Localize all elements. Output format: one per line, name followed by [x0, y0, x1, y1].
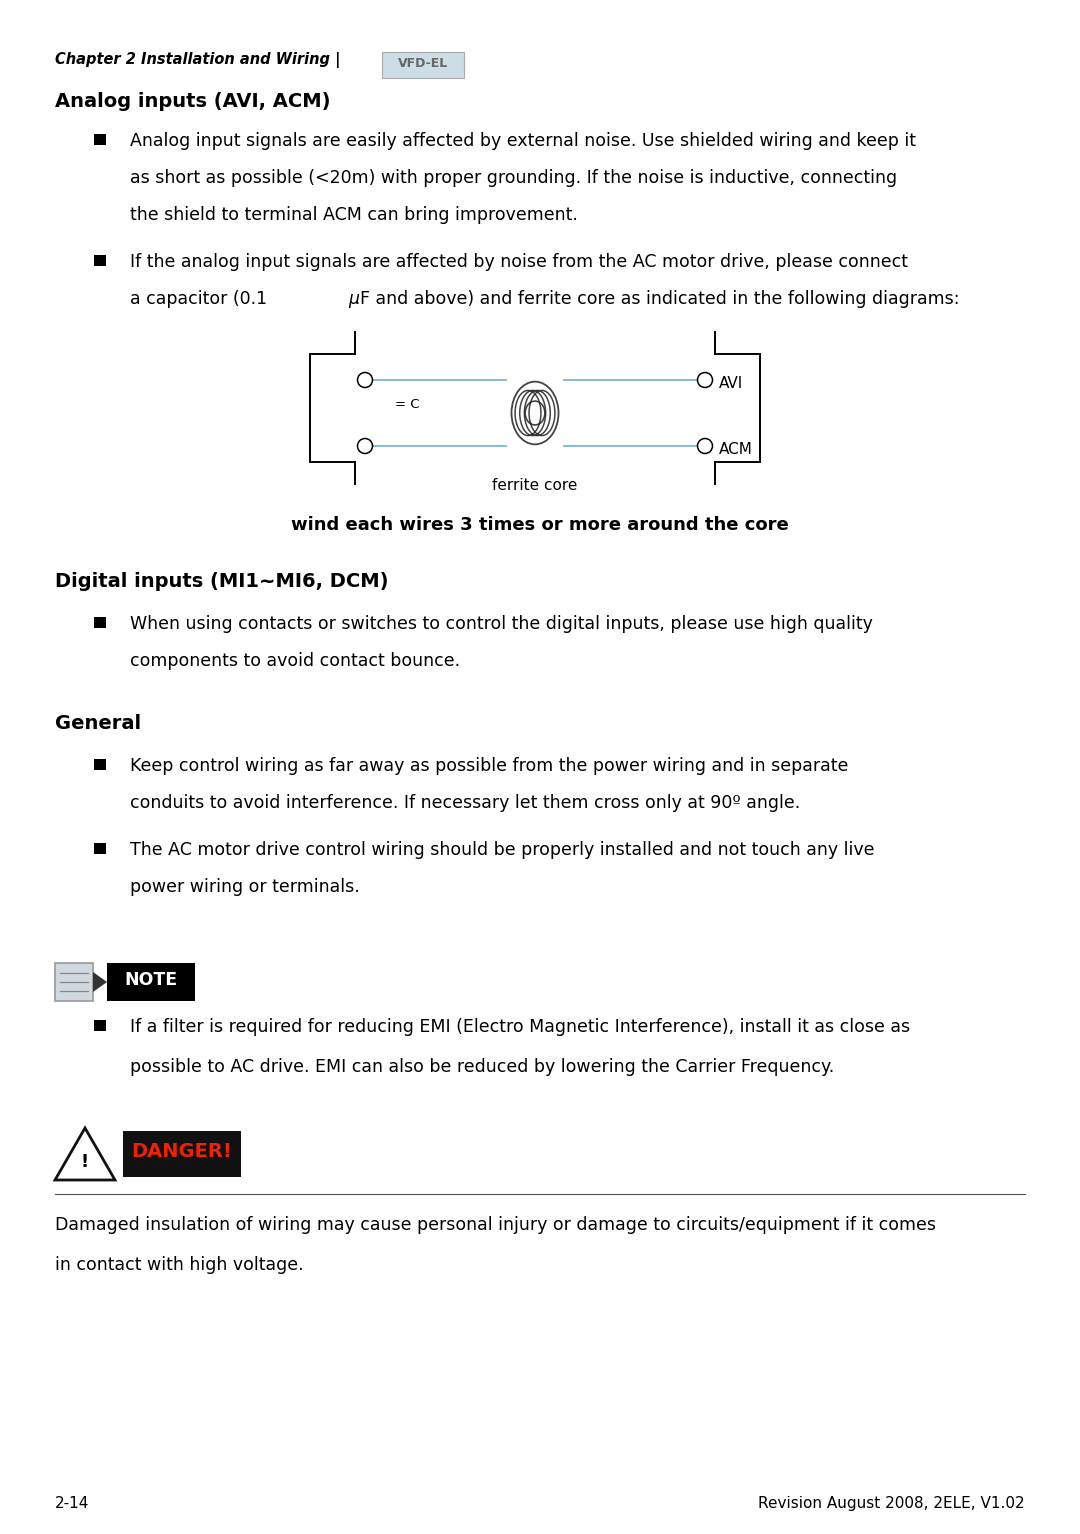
Bar — [123, 1131, 241, 1177]
Ellipse shape — [525, 400, 545, 425]
Text: The AC motor drive control wiring should be properly installed and not touch any: The AC motor drive control wiring should… — [130, 841, 875, 859]
Text: as short as possible (<20m) with proper grounding. If the noise is inductive, co: as short as possible (<20m) with proper … — [130, 169, 897, 187]
Text: VFD-EL: VFD-EL — [397, 57, 448, 71]
Text: = C: = C — [395, 399, 419, 411]
Text: ferrite core: ferrite core — [492, 479, 578, 492]
Bar — [94, 133, 106, 146]
Text: Keep control wiring as far away as possible from the power wiring and in separat: Keep control wiring as far away as possi… — [130, 756, 849, 775]
Text: in contact with high voltage.: in contact with high voltage. — [55, 1256, 303, 1275]
Text: Analog input signals are easily affected by external noise. Use shielded wiring : Analog input signals are easily affected… — [130, 132, 916, 150]
Text: possible to AC drive. EMI can also be reduced by lowering the Carrier Frequency.: possible to AC drive. EMI can also be re… — [130, 1058, 834, 1075]
Text: NOTE: NOTE — [124, 971, 177, 989]
Text: conduits to avoid interference. If necessary let them cross only at 90º angle.: conduits to avoid interference. If neces… — [130, 795, 800, 811]
Text: DANGER!: DANGER! — [132, 1143, 232, 1161]
Text: 2-14: 2-14 — [55, 1496, 90, 1511]
Circle shape — [357, 373, 373, 388]
Bar — [55, 963, 93, 1002]
Text: μ: μ — [348, 290, 359, 308]
Text: Revision August 2008, 2ELE, V1.02: Revision August 2008, 2ELE, V1.02 — [758, 1496, 1025, 1511]
Text: If the analog input signals are affected by noise from the AC motor drive, pleas: If the analog input signals are affected… — [130, 253, 908, 272]
Text: If a filter is required for reducing EMI (Electro Magnetic Interference), instal: If a filter is required for reducing EMI… — [130, 1019, 910, 1035]
Circle shape — [357, 439, 373, 454]
Text: ACM: ACM — [718, 442, 753, 457]
Circle shape — [698, 439, 713, 454]
Bar — [94, 842, 106, 854]
Text: a capacitor (0.1: a capacitor (0.1 — [130, 290, 272, 308]
Text: Chapter 2 Installation and Wiring |: Chapter 2 Installation and Wiring | — [55, 52, 340, 67]
Text: the shield to terminal ACM can bring improvement.: the shield to terminal ACM can bring imp… — [130, 206, 578, 224]
Text: AVI: AVI — [718, 376, 743, 391]
Bar — [94, 617, 106, 629]
Text: Digital inputs (MI1~MI6, DCM): Digital inputs (MI1~MI6, DCM) — [55, 572, 389, 591]
Text: Analog inputs (AVI, ACM): Analog inputs (AVI, ACM) — [55, 92, 330, 110]
Circle shape — [698, 373, 713, 388]
Text: !: ! — [81, 1152, 89, 1170]
Ellipse shape — [512, 382, 558, 445]
Text: When using contacts or switches to control the digital inputs, please use high q: When using contacts or switches to contr… — [130, 615, 873, 634]
Text: components to avoid contact bounce.: components to avoid contact bounce. — [130, 652, 460, 670]
FancyBboxPatch shape — [382, 52, 464, 78]
Bar — [107, 963, 195, 1002]
Polygon shape — [55, 1127, 114, 1180]
Text: General: General — [55, 713, 141, 733]
Bar — [94, 759, 106, 770]
Text: F and above) and ferrite core as indicated in the following diagrams:: F and above) and ferrite core as indicat… — [360, 290, 959, 308]
Text: power wiring or terminals.: power wiring or terminals. — [130, 877, 360, 896]
Bar — [94, 1020, 106, 1031]
Text: Damaged insulation of wiring may cause personal injury or damage to circuits/equ: Damaged insulation of wiring may cause p… — [55, 1216, 936, 1233]
Text: wind each wires 3 times or more around the core: wind each wires 3 times or more around t… — [292, 515, 788, 534]
Polygon shape — [93, 973, 107, 992]
Bar — [94, 255, 106, 267]
